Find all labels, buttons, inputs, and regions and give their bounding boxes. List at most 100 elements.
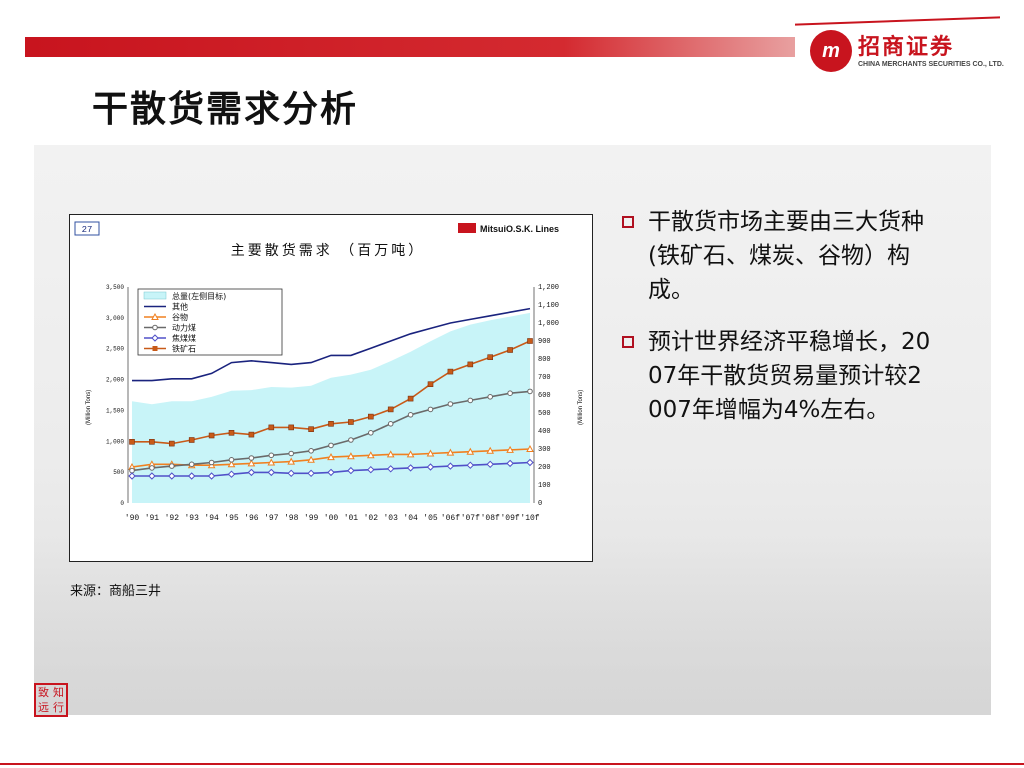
bullet-text: 预计世界经济平稳增长，2007年干散货贸易量预计较2007年增幅为4%左右。 (648, 329, 931, 423)
data-point (228, 430, 235, 436)
data-point (247, 459, 256, 467)
data-point (168, 472, 176, 480)
data-point (169, 440, 175, 447)
data-point (426, 463, 435, 471)
company-logo: m 招商证券 CHINA MERCHANTS SECURITIES CO., L… (810, 30, 1004, 72)
data-point (526, 458, 534, 467)
data-point (406, 450, 415, 458)
x-tick-label: '10f (520, 514, 539, 523)
footer-red-line (0, 763, 1024, 765)
bullet-item: 干散货市场主要由三大货种(铁矿石、煤炭、谷物）构成。 (622, 205, 952, 307)
data-point (347, 466, 355, 475)
data-point (288, 450, 294, 457)
bullet-list: 干散货市场主要由三大货种(铁矿石、煤炭、谷物）构成。 预计世界经济平稳增长，20… (622, 205, 952, 445)
y-left-tick-label: 3,500 (106, 284, 124, 291)
data-point (507, 347, 513, 353)
x-tick-label: '92 (165, 514, 180, 523)
data-point (527, 388, 533, 395)
data-point (386, 465, 395, 473)
y-right-tick-label: 0 (538, 500, 542, 508)
y-right-tick-label: 200 (538, 464, 551, 472)
bullet-square-icon (622, 216, 634, 228)
y-left-tick-label: 2,500 (106, 346, 124, 353)
data-point (366, 451, 375, 459)
legend-label: 谷物 (172, 312, 188, 322)
x-tick-label: '06f (441, 514, 460, 523)
x-tick-label: '09f (500, 514, 519, 523)
data-point (129, 467, 135, 474)
data-point (148, 472, 156, 480)
data-point (368, 430, 374, 436)
x-tick-label: '04 (403, 514, 418, 523)
data-point (467, 361, 474, 368)
header-red-bar (25, 37, 795, 57)
data-point (427, 381, 434, 387)
stamp-char: 远 (38, 701, 49, 714)
data-point (406, 464, 415, 472)
x-tick-label: '91 (145, 514, 160, 523)
data-point (308, 448, 314, 454)
data-point (208, 432, 215, 439)
stamp-char: 致 (38, 686, 49, 699)
data-point (207, 472, 216, 480)
y-left-tick-label: 1,000 (106, 438, 124, 445)
data-point (487, 394, 494, 400)
y-left-tick-label: 0 (120, 500, 124, 507)
data-point (149, 439, 155, 445)
y-right-tick-label: 300 (538, 446, 551, 454)
y-left-tick-label: 3,000 (106, 315, 124, 322)
y-left-tick-label: 2,000 (106, 377, 124, 384)
data-point (248, 455, 255, 461)
x-tick-label: '90 (125, 514, 140, 523)
x-tick-label: '07f (461, 514, 480, 523)
data-point (208, 459, 215, 466)
data-point (227, 460, 236, 468)
data-point (327, 468, 335, 477)
legend-label: 动力煤 (172, 323, 196, 333)
data-point (526, 444, 534, 452)
legend-box (137, 288, 283, 356)
data-point (308, 426, 314, 432)
slide-title: 干散货需求分析 (92, 88, 359, 130)
data-point (407, 412, 414, 418)
data-point (347, 452, 355, 460)
data-point (328, 421, 334, 427)
data-point (327, 453, 335, 461)
y-right-tick-label: 1,200 (538, 284, 559, 292)
data-point (287, 469, 295, 478)
data-point (268, 452, 275, 459)
data-point (268, 424, 275, 431)
chart-frame: 27 MitsuiO.S.K. Lines 主要散货需求 （百万吨） (Mill… (69, 214, 593, 562)
data-point (506, 445, 514, 453)
chart-title: 主要散货需求 （百万吨） (231, 242, 425, 259)
x-tick-label: '08f (481, 514, 500, 523)
data-point (348, 437, 354, 443)
legend-marker (151, 334, 159, 342)
y-right-tick-label: 900 (538, 338, 551, 346)
x-tick-label: '94 (204, 514, 219, 523)
logo-chinese-name: 招商证券 (858, 34, 955, 60)
logo-text: 招商证券 CHINA MERCHANTS SECURITIES CO., LTD… (858, 35, 1004, 68)
data-point (407, 395, 414, 402)
data-point (248, 431, 255, 438)
data-point (267, 468, 276, 477)
y-right-tick-label: 400 (538, 428, 551, 436)
data-point (129, 439, 135, 445)
x-tick-label: '01 (344, 514, 359, 523)
data-point (307, 469, 315, 478)
y-right-tick-label: 1,100 (538, 302, 559, 310)
x-tick-label: '02 (364, 514, 379, 523)
bullet-text: 干散货市场主要由三大货种(铁矿石、煤炭、谷物）构成。 (648, 209, 924, 303)
legend-label: 焦煤煤 (172, 333, 196, 343)
data-point (507, 390, 513, 396)
y-right-tick-label: 500 (538, 410, 551, 418)
source-note: 来源：商船三井 (70, 584, 162, 599)
legend-label: 其他 (172, 302, 188, 312)
legend-label: 铁矿石 (172, 344, 196, 354)
logo-mark-icon: m (810, 30, 852, 72)
legend-label: 总量(左侧目标) (172, 291, 226, 301)
legend-marker (151, 312, 159, 320)
data-point (367, 465, 375, 474)
x-tick-label: '97 (264, 514, 279, 523)
data-point (307, 455, 315, 463)
